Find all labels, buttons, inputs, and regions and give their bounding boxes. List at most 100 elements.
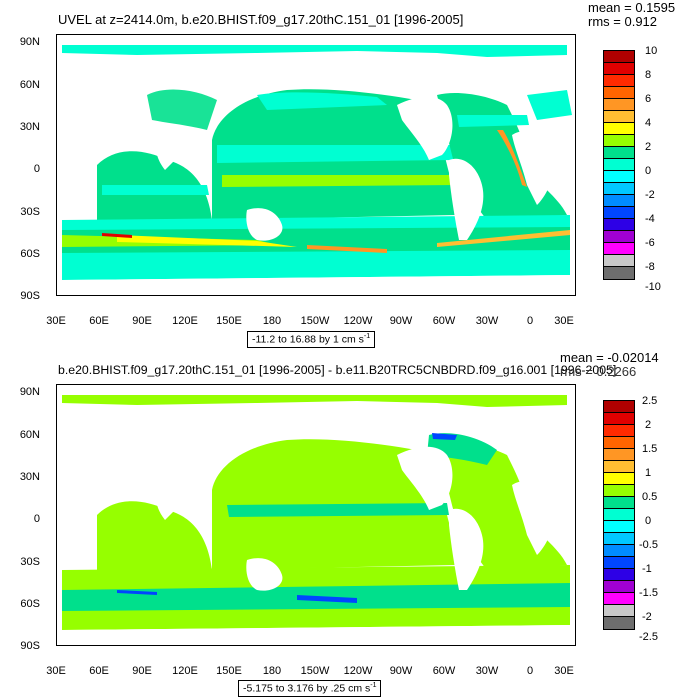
panel1-lat-60n: 60N bbox=[19, 79, 40, 91]
panel2-cb-label-1: 1 bbox=[645, 467, 652, 479]
panel1-cb-label-2: 2 bbox=[645, 141, 652, 153]
panel2-lon-120w: 120W bbox=[343, 665, 373, 677]
colorbar-swatch bbox=[604, 255, 634, 267]
colorbar-swatch bbox=[604, 425, 634, 437]
colorbar-swatch bbox=[604, 521, 634, 533]
panel2-title: b.e20.BHIST.f09_g17.20thC.151_01 [1996-2… bbox=[58, 363, 617, 377]
colorbar-swatch bbox=[604, 207, 634, 219]
colorbar-swatch bbox=[604, 605, 634, 617]
panel1-cb-label-m10: -10 bbox=[645, 281, 661, 293]
panel2-lat-90s: 90S bbox=[20, 640, 40, 652]
colorbar-swatch bbox=[604, 473, 634, 485]
colorbar-swatch bbox=[604, 617, 634, 629]
panel2-cb-label-2-5: 2.5 bbox=[642, 395, 658, 407]
panel2-cb-label-1-5: 1.5 bbox=[642, 443, 658, 455]
panel1-lon-30w: 30W bbox=[475, 315, 499, 327]
panel2-mean: mean = -0.02014 bbox=[560, 350, 659, 365]
panel1-lon-120w: 120W bbox=[343, 315, 373, 327]
panel2-lon-150e: 150E bbox=[216, 665, 242, 677]
colorbar-swatch bbox=[604, 231, 634, 243]
panel1-lon-60e: 60E bbox=[89, 315, 109, 327]
panel1-lat-90s: 90S bbox=[20, 290, 40, 302]
panel1-cb-label-8: 8 bbox=[645, 69, 652, 81]
colorbar-swatch bbox=[604, 401, 634, 413]
panel1-field bbox=[57, 35, 575, 295]
panel2-lon-90w: 90W bbox=[389, 665, 413, 677]
colorbar-swatch bbox=[604, 533, 634, 545]
panel2-lon-180: 180 bbox=[262, 665, 282, 677]
panel1-lon-150e: 150E bbox=[216, 315, 242, 327]
panel2-lat-90n: 90N bbox=[19, 386, 40, 398]
panel2-field bbox=[57, 385, 575, 645]
panel2-cb-label-m2: -2 bbox=[642, 611, 652, 623]
colorbar-swatch bbox=[604, 485, 634, 497]
panel2-lon-30e-end: 30E bbox=[554, 665, 574, 677]
panel2-cb-label-m1: -1 bbox=[642, 563, 652, 575]
panel2-cb-label-m0-5: -0.5 bbox=[639, 539, 658, 551]
panel2-lat-60s: 60S bbox=[20, 598, 40, 610]
panel2-contour-range: -5.175 to 3.176 by .25 cm s-1 bbox=[238, 680, 382, 697]
panel1-colorbar bbox=[603, 50, 635, 280]
colorbar-swatch bbox=[604, 437, 634, 449]
colorbar-swatch bbox=[604, 449, 634, 461]
colorbar-swatch bbox=[604, 63, 634, 75]
panel2-lat-30n: 30N bbox=[19, 471, 40, 483]
colorbar-swatch bbox=[604, 135, 634, 147]
panel1-lat-30n: 30N bbox=[19, 121, 40, 133]
colorbar-swatch bbox=[604, 147, 634, 159]
panel2-lon-60e: 60E bbox=[89, 665, 109, 677]
panel1-lat-90n: 90N bbox=[19, 36, 40, 48]
colorbar-swatch bbox=[604, 461, 634, 473]
panel1-lat-0: 0 bbox=[33, 163, 40, 175]
panel1-lon-180: 180 bbox=[262, 315, 282, 327]
panel2-colorbar bbox=[603, 400, 635, 630]
colorbar-swatch bbox=[604, 195, 634, 207]
panel2-cb-label-m1-5: -1.5 bbox=[639, 587, 658, 599]
panel2-cb-label-m2-5: -2.5 bbox=[639, 631, 658, 643]
colorbar-swatch bbox=[604, 219, 634, 231]
panel1-map bbox=[56, 34, 576, 296]
panel2-lat-60n: 60N bbox=[19, 429, 40, 441]
panel1-lon-150w: 150W bbox=[300, 315, 330, 327]
panel1-lat-60s: 60S bbox=[20, 248, 40, 260]
panel2-lon-90e: 90E bbox=[132, 665, 152, 677]
colorbar-swatch bbox=[604, 99, 634, 111]
panel1-lat-30s: 30S bbox=[20, 206, 40, 218]
colorbar-swatch bbox=[604, 267, 634, 279]
panel1-lon-90e: 90E bbox=[132, 315, 152, 327]
panel1-cb-label-m2: -2 bbox=[645, 189, 655, 201]
panel2-map bbox=[56, 384, 576, 646]
panel1-cb-label-10: 10 bbox=[645, 45, 658, 57]
panel2-lon-0: 0 bbox=[526, 665, 534, 677]
colorbar-swatch bbox=[604, 581, 634, 593]
colorbar-swatch bbox=[604, 545, 634, 557]
colorbar-swatch bbox=[604, 569, 634, 581]
panel1-cb-label-4: 4 bbox=[645, 117, 652, 129]
panel1-mean: mean = 0.1595 bbox=[588, 0, 676, 15]
panel1-lon-120e: 120E bbox=[172, 315, 198, 327]
panel2-lon-120e: 120E bbox=[172, 665, 198, 677]
colorbar-swatch bbox=[604, 183, 634, 195]
panel2-cb-label-0: 0 bbox=[645, 515, 652, 527]
panel1-lon-0: 0 bbox=[526, 315, 534, 327]
panel1-cb-label-m6: -6 bbox=[645, 237, 655, 249]
panel1-title: UVEL at z=2414.0m, b.e20.BHIST.f09_g17.2… bbox=[58, 12, 464, 27]
panel2-lat-30s: 30S bbox=[20, 556, 40, 568]
panel1-rms: rms = 0.912 bbox=[588, 14, 658, 29]
colorbar-swatch bbox=[604, 243, 634, 255]
panel2-lon-150w: 150W bbox=[300, 665, 330, 677]
panel2-cb-label-0-5: 0.5 bbox=[642, 491, 658, 503]
panel2-rms: rms = 0.2266 bbox=[560, 364, 637, 379]
panel1-cb-label-m4: -4 bbox=[645, 213, 655, 225]
panel1-cb-label-0: 0 bbox=[645, 165, 652, 177]
panel2-lon-30e: 30E bbox=[46, 665, 66, 677]
colorbar-swatch bbox=[604, 557, 634, 569]
panel1-lon-90w: 90W bbox=[389, 315, 413, 327]
panel1-lon-30e-end: 30E bbox=[554, 315, 574, 327]
panel1-cb-label-6: 6 bbox=[645, 93, 652, 105]
panel2-cb-label-2: 2 bbox=[645, 419, 652, 431]
panel2-lat-0: 0 bbox=[33, 513, 40, 525]
colorbar-swatch bbox=[604, 75, 634, 87]
colorbar-swatch bbox=[604, 51, 634, 63]
panel2-lon-30w: 30W bbox=[475, 665, 499, 677]
